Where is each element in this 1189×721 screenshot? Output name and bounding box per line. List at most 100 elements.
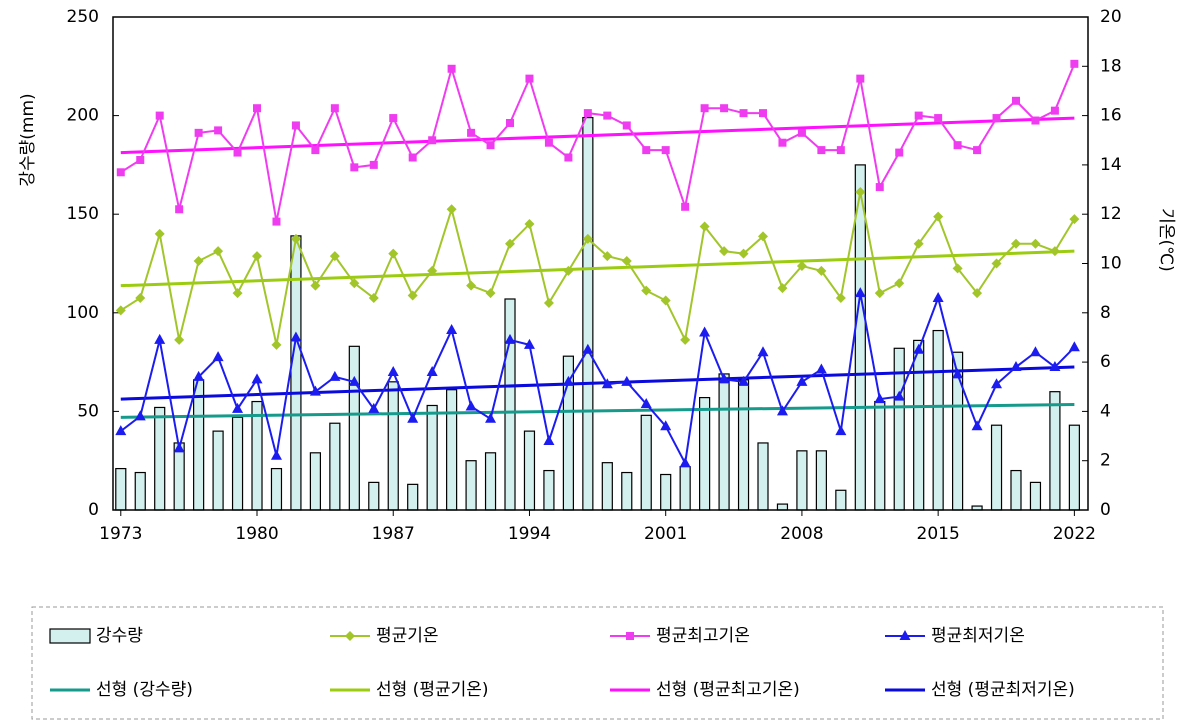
point bbox=[758, 231, 768, 242]
bar bbox=[874, 400, 886, 511]
bar bbox=[1010, 469, 1022, 511]
point bbox=[836, 146, 845, 155]
bar bbox=[231, 416, 244, 511]
point bbox=[1049, 246, 1060, 257]
point bbox=[757, 346, 769, 357]
x-tick-label: 2001 bbox=[644, 524, 687, 544]
point bbox=[329, 251, 340, 262]
bar bbox=[504, 298, 516, 511]
point bbox=[408, 153, 417, 162]
point bbox=[525, 74, 534, 83]
bar bbox=[913, 339, 925, 511]
y-tick-label: 0 bbox=[88, 500, 99, 520]
bar bbox=[173, 442, 185, 511]
y2-tick-label: 2 bbox=[1100, 451, 1111, 471]
point bbox=[699, 221, 710, 232]
point bbox=[1010, 361, 1022, 372]
legend-label: 선형 (평균최저기온) bbox=[931, 680, 1075, 700]
bar bbox=[601, 462, 613, 511]
point bbox=[913, 238, 924, 249]
bar bbox=[621, 471, 633, 511]
point bbox=[1030, 238, 1041, 249]
point bbox=[467, 128, 476, 137]
point bbox=[621, 256, 632, 267]
point bbox=[350, 163, 359, 172]
bar bbox=[251, 400, 263, 511]
point bbox=[544, 138, 553, 147]
line bbox=[120, 63, 1076, 222]
point bbox=[603, 111, 612, 120]
bar bbox=[426, 404, 438, 511]
x-tick-label: 2022 bbox=[1053, 524, 1096, 544]
bar bbox=[757, 442, 769, 511]
point bbox=[738, 248, 749, 259]
point bbox=[874, 288, 885, 299]
point bbox=[330, 104, 339, 113]
point bbox=[641, 285, 652, 296]
point bbox=[388, 248, 399, 259]
point bbox=[212, 351, 224, 362]
point bbox=[389, 114, 398, 123]
bar bbox=[815, 450, 827, 511]
legend-box bbox=[31, 606, 1164, 720]
point bbox=[934, 114, 943, 123]
point bbox=[973, 146, 982, 155]
point bbox=[738, 375, 750, 386]
point bbox=[154, 333, 166, 344]
point bbox=[233, 148, 242, 157]
y2-tick-label: 20 bbox=[1100, 7, 1122, 27]
bar bbox=[407, 483, 419, 511]
point bbox=[524, 219, 535, 230]
point bbox=[699, 326, 711, 337]
point bbox=[1068, 341, 1080, 352]
point bbox=[899, 630, 911, 640]
point bbox=[739, 109, 748, 118]
point bbox=[874, 393, 886, 404]
point bbox=[446, 324, 458, 335]
point bbox=[1049, 361, 1061, 372]
point bbox=[1070, 59, 1079, 68]
point bbox=[1031, 116, 1040, 125]
bar bbox=[329, 422, 341, 511]
point bbox=[720, 104, 729, 113]
trend-line bbox=[120, 402, 1075, 419]
point bbox=[407, 290, 418, 301]
point bbox=[776, 405, 788, 416]
point bbox=[855, 187, 866, 198]
point bbox=[290, 331, 302, 342]
point bbox=[485, 288, 496, 299]
point bbox=[506, 118, 515, 127]
bar bbox=[290, 235, 302, 511]
point bbox=[428, 136, 437, 145]
point bbox=[622, 121, 631, 130]
point bbox=[193, 370, 205, 381]
legend-label: 선형 (평균최고기온) bbox=[656, 680, 800, 700]
point bbox=[134, 410, 146, 421]
point bbox=[174, 334, 185, 345]
bar bbox=[1049, 391, 1061, 511]
y2-tick-label: 14 bbox=[1100, 155, 1122, 175]
point bbox=[1029, 346, 1041, 357]
point bbox=[759, 109, 767, 118]
point bbox=[893, 390, 905, 401]
point bbox=[933, 211, 944, 222]
point bbox=[194, 128, 203, 137]
point bbox=[349, 278, 360, 289]
bar bbox=[854, 164, 866, 511]
y2-tick-label: 8 bbox=[1100, 303, 1111, 323]
point bbox=[583, 109, 592, 118]
point bbox=[446, 204, 457, 215]
point bbox=[232, 402, 244, 413]
point bbox=[329, 370, 341, 381]
bar bbox=[582, 116, 594, 511]
point bbox=[642, 146, 651, 155]
point bbox=[290, 233, 301, 244]
point bbox=[621, 375, 633, 386]
bar bbox=[270, 467, 283, 511]
bar bbox=[796, 450, 808, 511]
point bbox=[563, 265, 574, 276]
point bbox=[835, 425, 847, 436]
x-tick-label: 2015 bbox=[917, 524, 960, 544]
point bbox=[1011, 96, 1020, 105]
point bbox=[270, 449, 282, 460]
